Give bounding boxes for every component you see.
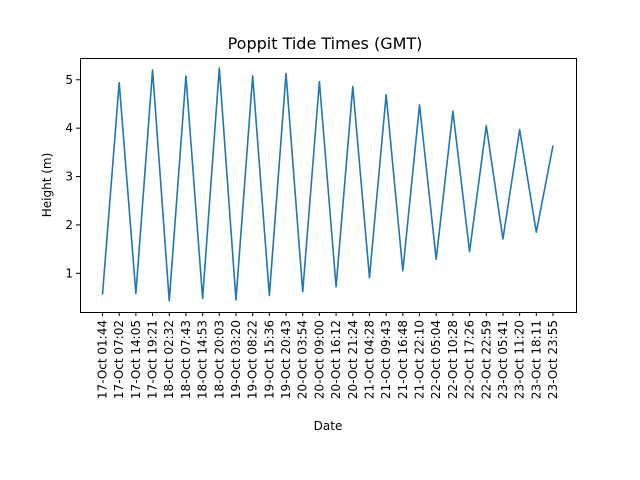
y-tick-label: 2 [65,218,73,232]
x-tick-label: 22-Oct 22:59 [479,320,493,399]
x-tick-label: 18-Oct 02:32 [162,320,176,399]
x-tick-label: 22-Oct 10:28 [446,320,460,399]
x-axis-label: Date [314,419,343,433]
x-tick-label: 18-Oct 20:03 [212,320,226,399]
x-tick-label: 19-Oct 15:36 [262,320,276,399]
x-tick-label: 18-Oct 07:43 [179,320,193,399]
x-tick-label: 23-Oct 18:11 [529,320,543,399]
x-tick-label: 19-Oct 03:20 [229,320,243,399]
x-tick-label: 21-Oct 16:48 [396,320,410,399]
y-tick-label: 5 [65,73,73,87]
x-tick-label: 19-Oct 08:22 [246,320,260,399]
x-tick-label: 22-Oct 05:04 [429,320,443,399]
x-tick-label: 17-Oct 14:05 [129,320,143,399]
y-tick-label: 1 [65,266,73,280]
x-tick-label: 19-Oct 20:43 [279,320,293,399]
y-axis: 1 2 3 4 5 [65,73,80,280]
x-tick-label: 23-Oct 23:55 [546,320,560,399]
x-tick-label: 20-Oct 21:24 [346,320,360,399]
x-axis: 17-Oct 01:44 17-Oct 07:02 17-Oct 14:05 17-O… [96,312,560,399]
x-tick-label: 20-Oct 09:00 [312,320,326,399]
plot-frame [80,58,577,313]
x-tick-label: 17-Oct 19:21 [146,320,160,399]
chart-title: Poppit Tide Times (GMT) [228,34,423,53]
series-layer [101,67,554,302]
x-tick-label: 17-Oct 07:02 [112,320,126,399]
x-tick-label: 21-Oct 09:43 [379,320,393,399]
x-tick-label: 17-Oct 01:44 [96,320,110,399]
y-tick-label: 3 [65,170,73,184]
x-tick-label: 21-Oct 22:10 [413,320,427,399]
x-tick-label: 22-Oct 17:26 [463,320,477,399]
series-line-0 [101,67,554,302]
x-tick-label: 20-Oct 03:54 [296,320,310,399]
y-axis-label: Height (m) [40,153,54,218]
x-tick-label: 23-Oct 11:20 [513,320,527,399]
x-tick-label: 23-Oct 05:41 [496,320,510,399]
x-tick-label: 21-Oct 04:28 [362,320,376,399]
x-tick-label: 18-Oct 14:53 [196,320,210,399]
x-tick-label: 20-Oct 16:12 [329,320,343,399]
y-tick-label: 4 [65,121,73,135]
